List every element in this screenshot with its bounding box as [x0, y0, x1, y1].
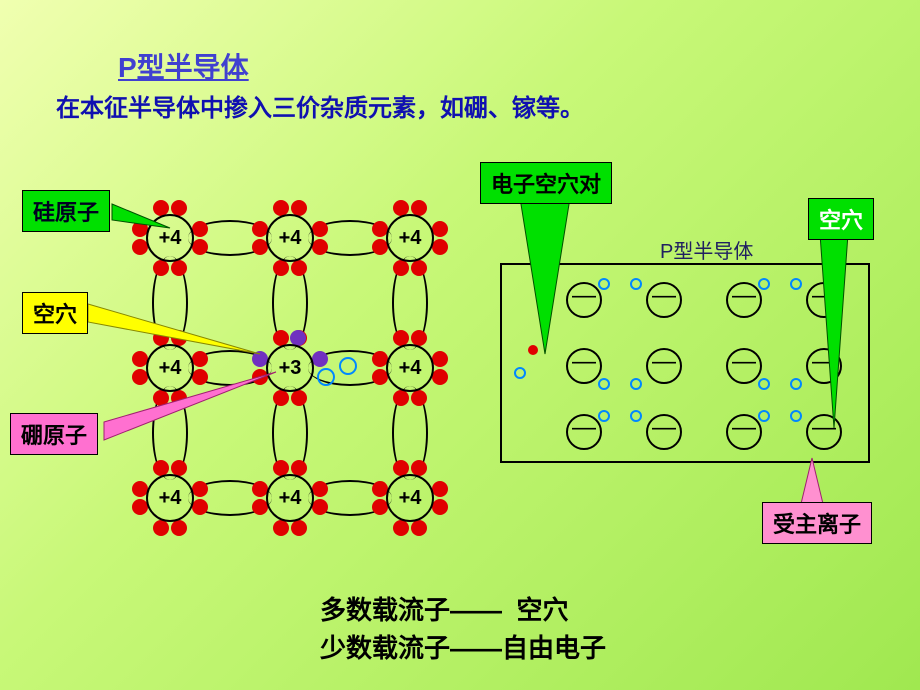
electron-dot [411, 260, 427, 276]
atom: +4 [386, 344, 434, 392]
electron-dot [273, 390, 289, 406]
electron-dot [192, 499, 208, 515]
small-hole [514, 367, 526, 379]
atom: +4 [146, 474, 194, 522]
atom: +4 [386, 474, 434, 522]
electron-dot [312, 221, 328, 237]
electron-dot [411, 520, 427, 536]
electron-dot [432, 499, 448, 515]
electron-dot [192, 221, 208, 237]
electron-dot [171, 260, 187, 276]
electron-dot [192, 239, 208, 255]
footer-majority-label: 多数载流子—— [320, 595, 502, 625]
atom: +3 [266, 344, 314, 392]
negative-ion: — [806, 282, 842, 318]
electron-dot [153, 390, 169, 406]
electron-dot [312, 351, 328, 367]
label-hole-right: 空穴 [808, 198, 874, 240]
footer-minority-value: 自由电子 [502, 633, 606, 663]
electron-dot [393, 260, 409, 276]
small-hole [598, 378, 610, 390]
small-hole [630, 378, 642, 390]
hole-circle [339, 357, 357, 375]
negative-ion: — [726, 348, 762, 384]
electron-dot [432, 481, 448, 497]
electron-dot [171, 520, 187, 536]
electron-dot [312, 239, 328, 255]
atom: +4 [386, 214, 434, 262]
electron-dot [432, 239, 448, 255]
negative-ion: — [566, 414, 602, 450]
footer-majority-carrier: 多数载流子—— 空穴 [320, 590, 568, 627]
label-boron: 硼原子 [10, 413, 98, 455]
label-electron-hole-pair: 电子空穴对 [480, 162, 612, 204]
small-hole [630, 410, 642, 422]
atom: +4 [146, 344, 194, 392]
electron-dot [291, 520, 307, 536]
negative-ion: — [566, 348, 602, 384]
subtitle: 在本征半导体中掺入三价杂质元素，如硼、镓等。 [56, 88, 584, 123]
electron-dot [153, 520, 169, 536]
negative-ion: — [726, 414, 762, 450]
atom: +4 [266, 214, 314, 262]
electron-dot [192, 369, 208, 385]
title: P型半导体 [118, 46, 249, 86]
negative-ion: — [806, 348, 842, 384]
small-hole [790, 410, 802, 422]
atom: +4 [146, 214, 194, 262]
small-hole [598, 410, 610, 422]
free-electron [528, 345, 538, 355]
label-silicon: 硅原子 [22, 190, 110, 232]
electron-dot [291, 390, 307, 406]
electron-dot [153, 260, 169, 276]
electron-dot [192, 351, 208, 367]
electron-dot [411, 390, 427, 406]
negative-ion: — [646, 414, 682, 450]
negative-ion: — [646, 348, 682, 384]
electron-dot [393, 390, 409, 406]
small-hole [598, 278, 610, 290]
label-acceptor-ion: 受主离子 [762, 502, 872, 544]
electron-dot [171, 390, 187, 406]
electron-dot [291, 260, 307, 276]
electron-dot [312, 499, 328, 515]
p-type-box-title: P型半导体 [660, 235, 753, 264]
electron-dot [432, 369, 448, 385]
negative-ion: — [646, 282, 682, 318]
footer-minority-label: 少数载流子—— [320, 633, 502, 663]
small-hole [790, 378, 802, 390]
small-hole [758, 378, 770, 390]
electron-dot [273, 520, 289, 536]
negative-ion: — [566, 282, 602, 318]
electron-dot [192, 481, 208, 497]
atom: +4 [266, 474, 314, 522]
electron-dot [432, 351, 448, 367]
negative-ion: — [806, 414, 842, 450]
negative-ion: — [726, 282, 762, 318]
electron-dot [393, 520, 409, 536]
small-hole [630, 278, 642, 290]
hole-circle [317, 368, 335, 386]
small-hole [758, 410, 770, 422]
electron-dot [312, 481, 328, 497]
small-hole [758, 278, 770, 290]
electron-dot [273, 260, 289, 276]
label-hole-left: 空穴 [22, 292, 88, 334]
electron-dot [432, 221, 448, 237]
footer-majority-value: 空穴 [516, 595, 568, 625]
small-hole [790, 278, 802, 290]
footer-minority-carrier: 少数载流子——自由电子 [320, 628, 606, 665]
